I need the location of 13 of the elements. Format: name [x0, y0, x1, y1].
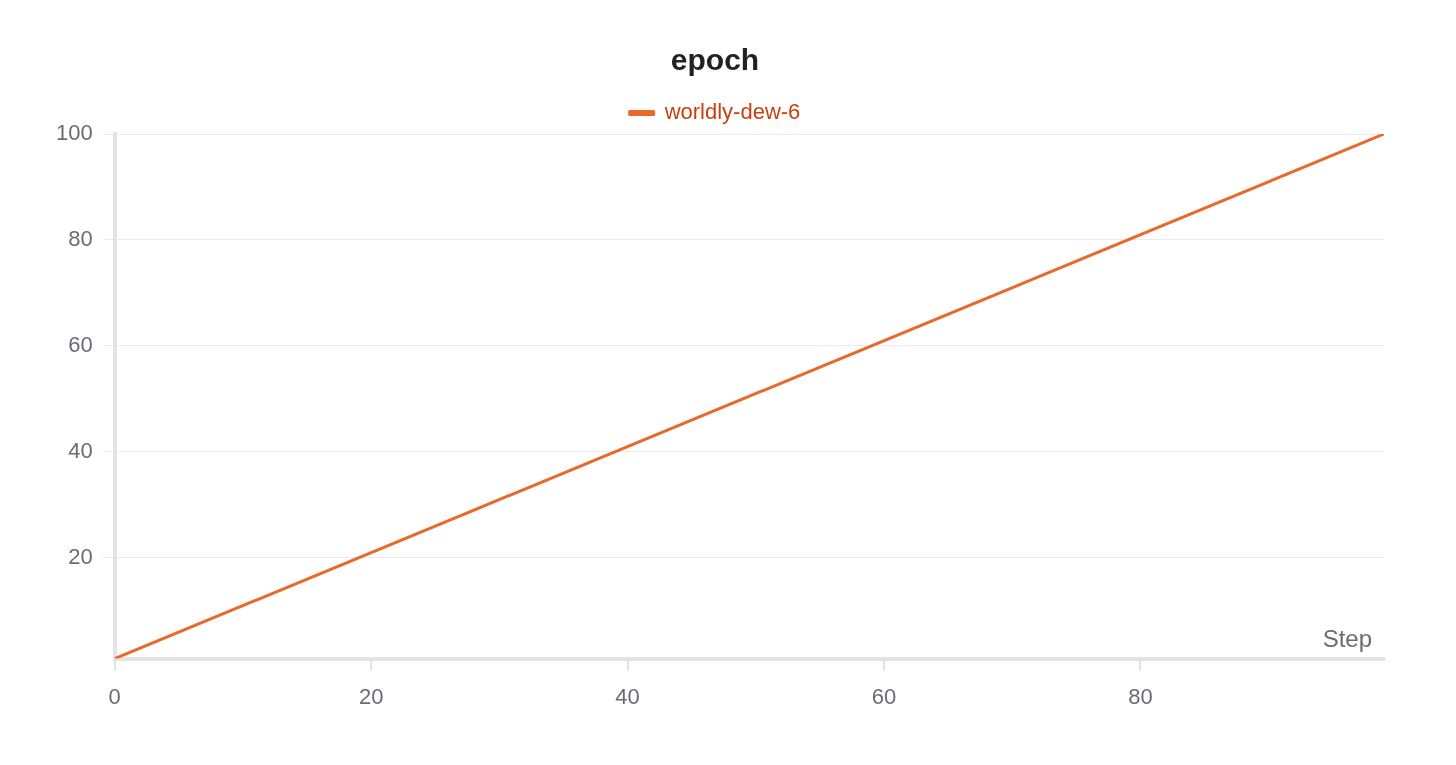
chart-title: epoch: [670, 43, 760, 77]
x-tick-label: 40: [615, 683, 640, 709]
x-tick-label: 20: [358, 683, 384, 709]
y-tick-label: 40: [68, 438, 93, 463]
y-tick-label: 100: [55, 120, 93, 146]
x-axis-title: Step: [1322, 625, 1372, 653]
y-tick-label: 80: [68, 226, 93, 252]
legend-label: worldly-dew-6: [663, 99, 801, 125]
x-tick-label: 80: [1128, 683, 1153, 709]
x-tick-label: 60: [871, 683, 897, 709]
y-tick-label: 20: [68, 543, 93, 569]
y-tick-label: 60: [68, 332, 93, 358]
x-tick-label: 0: [108, 683, 121, 709]
